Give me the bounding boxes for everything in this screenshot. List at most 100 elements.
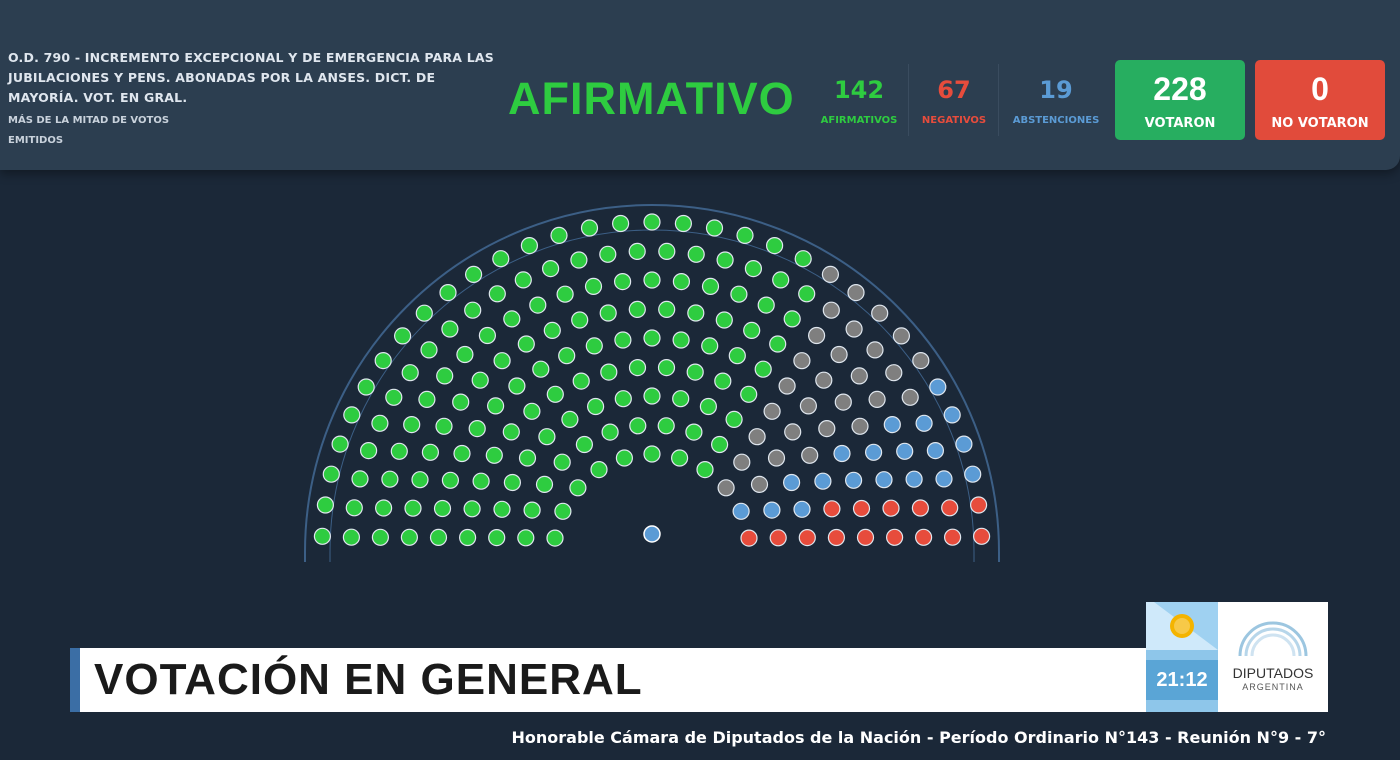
sun-of-may-icon [1146,602,1218,650]
seat-marker [488,285,506,303]
footer-caption: Honorable Cámara de Diputados de la Naci… [511,728,1326,747]
seat-marker [401,364,419,382]
seat-marker [375,499,393,517]
seat-marker [914,528,933,546]
seat-marker [478,326,496,345]
seat-marker [313,527,331,545]
seat-marker [823,500,841,518]
seat-marker [687,245,705,263]
seat-marker [866,341,884,359]
seat-marker [390,442,408,460]
seat-marker [834,393,852,411]
seat-marker [736,226,754,244]
seat-marker [316,496,334,514]
motion-title: O.D. 790 - INCREMENTO EXCEPCIONAL Y DE E… [8,50,494,105]
seat-marker [600,363,618,381]
clock-time: 21:12 [1146,660,1218,700]
seat-marker [614,390,632,408]
seat-marker [523,402,541,420]
seat-marker [532,360,550,378]
seat-marker [464,301,482,319]
seat-marker [686,363,704,381]
seat-marker [672,390,690,408]
seat-marker [343,406,361,424]
seat-marker [765,237,784,255]
seat-marker [421,443,439,461]
seat-marker [710,435,729,454]
president-seat-marker [643,525,661,543]
seat-marker [929,378,947,396]
seat-marker [672,331,690,349]
seat-marker [342,528,360,546]
seat-marker [748,428,766,446]
seat-marker [701,277,720,295]
seat-marker [941,499,959,517]
no-votaron-label: NO VOTARON [1271,116,1369,131]
seat-marker [558,347,576,365]
seat-marker [570,251,588,269]
seat-marker [882,499,900,517]
seat-marker [807,326,826,345]
seat-marker [360,442,378,460]
seat-marker [546,385,564,403]
seat-marker [767,449,786,467]
seat-marker [503,473,522,492]
diputados-logo: DIPUTADOS ARGENTINA [1218,602,1328,712]
seat-marker [472,472,490,490]
seat-marker [394,327,412,345]
seat-marker [818,420,836,438]
seat-marker [452,393,470,411]
seat-marker [905,470,923,488]
seat-marker [696,461,714,479]
seat-marker [381,470,399,488]
seat-marker [441,320,459,338]
negativos-label: NEGATIVOS [921,115,987,126]
seat-marker [517,335,535,353]
seat-marker [847,284,865,302]
seat-marker [643,387,661,405]
seat-marker [750,475,769,493]
seat-marker [599,304,617,322]
seat-marker [943,406,961,424]
seat-marker [875,471,893,489]
chamber-outline-arc [304,204,1000,562]
seat-marker [553,453,571,471]
seat-marker [911,499,930,517]
seat-marker [815,371,833,389]
seat-marker [725,410,743,428]
seat-marker [778,377,796,395]
seat-marker [590,461,608,479]
seat-marker [508,377,526,395]
seat-marker [964,465,982,483]
seat-marker [821,265,840,283]
seat-marker [798,285,816,303]
seat-marker [717,479,735,497]
seat-marker [523,501,541,519]
seat-marker [972,527,991,545]
seat-marker [468,420,486,438]
seat-marker [733,453,751,471]
seat-marker [935,470,953,488]
seat-marker [441,471,459,489]
seat-marker [912,352,930,370]
seat-marker [744,260,763,278]
seat-marker [404,499,422,517]
votaron-label: VOTARON [1144,116,1216,131]
seat-marker [740,385,758,403]
seat-marker [601,423,619,441]
seat-marker [801,446,819,464]
lower-third-title: VOTACIÓN EN GENERAL [94,655,643,704]
seat-marker [658,300,676,318]
seat-marker [485,446,503,464]
seat-marker [415,304,433,322]
seat-marker [493,500,511,518]
seat-marker [374,352,392,370]
seat-marker [658,242,676,260]
seat-marker [757,296,775,314]
abstenciones-stat: 19 ABSTENCIONES [1008,68,1104,130]
seat-marker [915,414,933,432]
seat-marker [514,271,532,289]
seat-marker [901,388,919,406]
seat-marker [471,371,489,389]
vote-summary-panel: O.D. 790 - INCREMENTO EXCEPCIONAL Y DE E… [0,0,1400,170]
